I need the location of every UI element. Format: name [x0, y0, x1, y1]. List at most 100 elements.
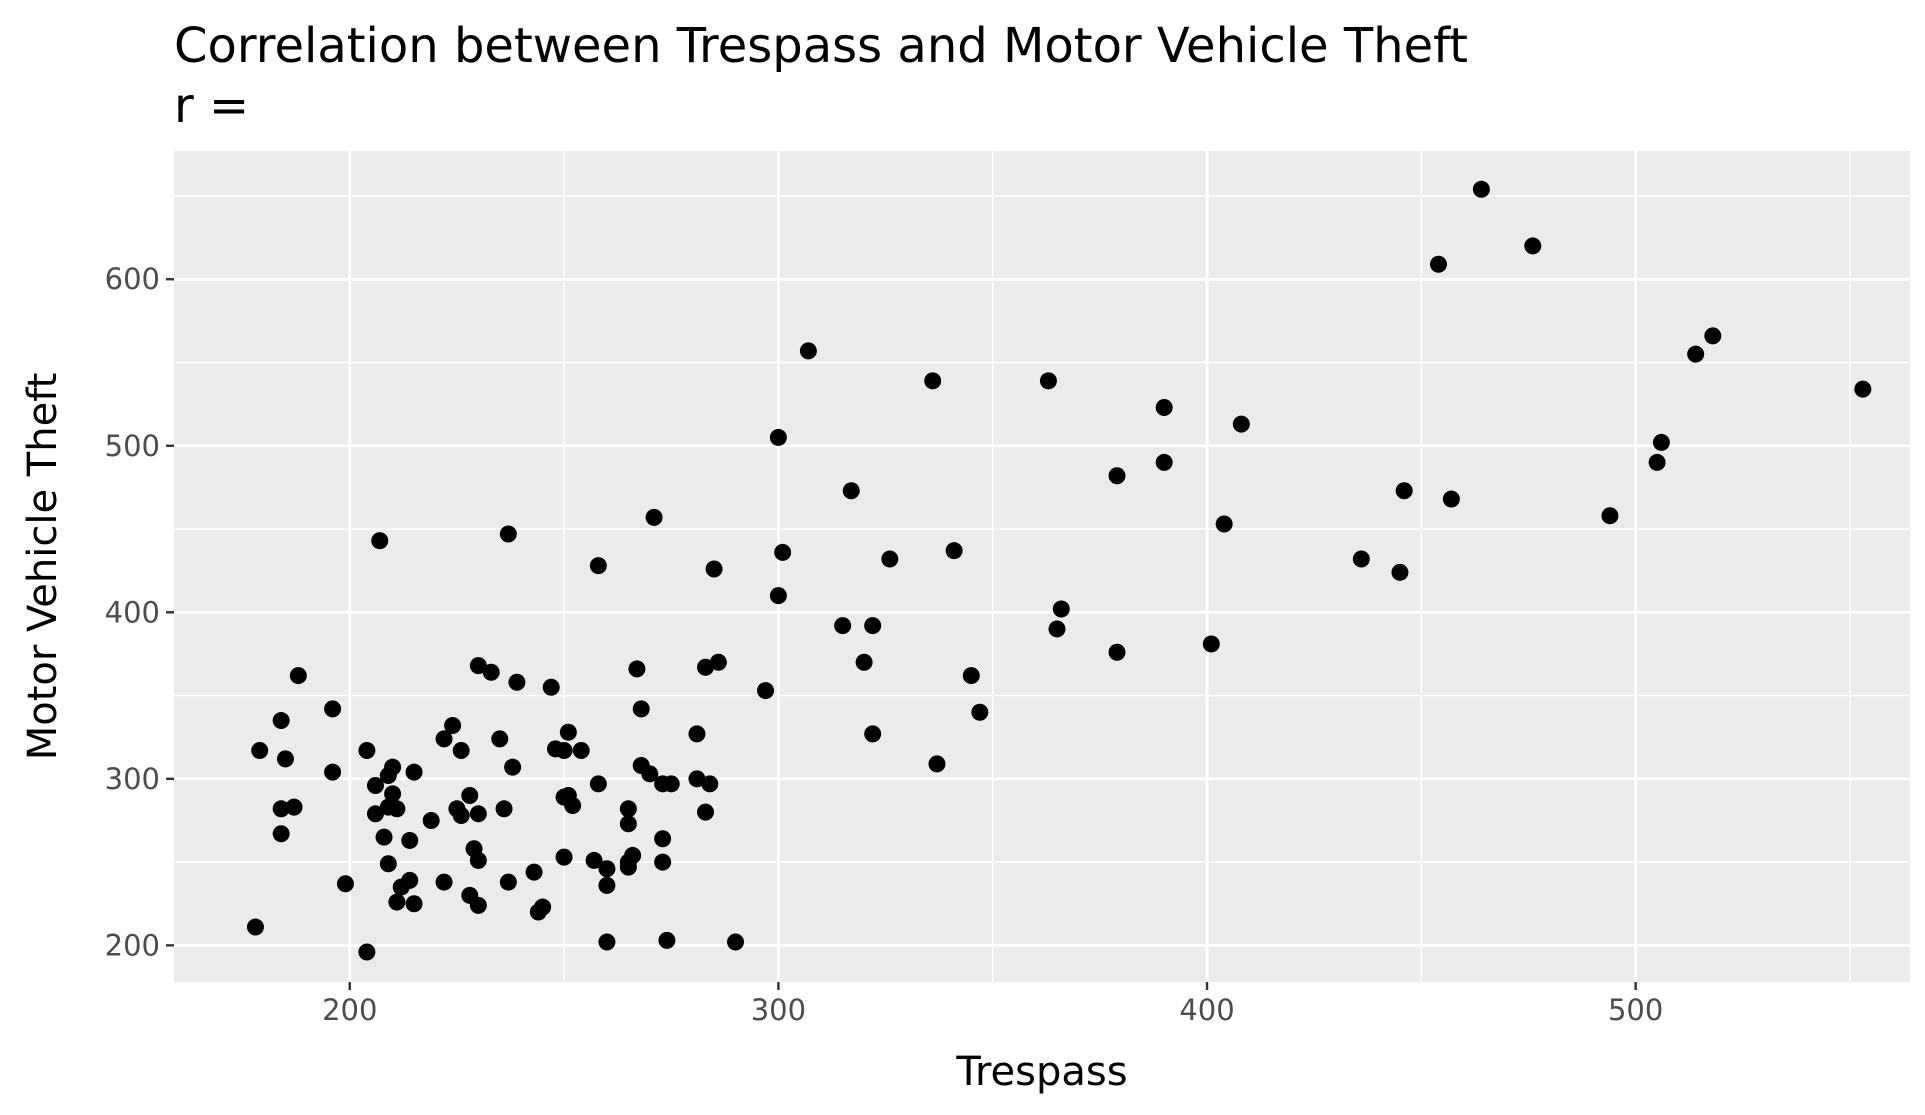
data-point — [1215, 515, 1233, 533]
grid-minor — [174, 151, 1910, 982]
data-point — [246, 918, 264, 936]
x-tick-label: 500 — [1608, 993, 1663, 1027]
data-point — [289, 667, 307, 685]
data-point — [1395, 482, 1413, 500]
data-point — [864, 725, 882, 743]
data-point — [945, 542, 963, 560]
y-axis-title: Motor Vehicle Theft — [20, 373, 66, 761]
data-point — [469, 657, 487, 675]
data-points — [246, 180, 1872, 961]
data-point — [924, 372, 942, 390]
data-point — [272, 825, 290, 843]
data-point — [272, 712, 290, 730]
data-point — [701, 775, 719, 793]
grid-major — [174, 151, 1910, 982]
data-point — [272, 800, 290, 818]
data-point — [658, 931, 676, 949]
data-point — [366, 805, 384, 823]
data-point — [928, 755, 946, 773]
data-point — [962, 667, 980, 685]
data-point — [654, 853, 672, 871]
x-axis: 200 300 400 500 — [322, 982, 1663, 1027]
data-point — [405, 763, 423, 781]
data-point — [585, 851, 603, 869]
y-tick-label: 200 — [105, 928, 160, 962]
data-point — [251, 742, 269, 760]
data-point — [705, 560, 723, 578]
data-point — [589, 775, 607, 793]
data-point — [1429, 255, 1447, 273]
data-point — [482, 663, 500, 681]
data-point — [546, 740, 564, 758]
data-point — [1202, 635, 1220, 653]
data-point — [392, 878, 410, 896]
data-point — [379, 855, 397, 873]
y-tick-label: 400 — [105, 595, 160, 629]
data-point — [1648, 453, 1666, 471]
data-point — [461, 886, 479, 904]
data-point — [971, 703, 989, 721]
data-point — [276, 750, 294, 768]
data-point — [525, 863, 543, 881]
data-point — [1039, 372, 1057, 390]
data-point — [469, 805, 487, 823]
data-point — [371, 532, 389, 550]
data-point — [688, 770, 706, 788]
data-point — [1155, 398, 1173, 416]
data-point — [598, 876, 616, 894]
y-tick-label: 500 — [105, 429, 160, 463]
data-point — [654, 775, 672, 793]
y-tick-label: 300 — [105, 762, 160, 796]
chart-title: Correlation between Trespass and Motor V… — [174, 18, 1468, 74]
data-point — [495, 800, 513, 818]
data-point — [632, 757, 650, 775]
data-point — [727, 933, 745, 951]
data-point — [379, 766, 397, 784]
data-point — [324, 700, 342, 718]
data-point — [555, 848, 573, 866]
data-point — [1155, 453, 1173, 471]
data-point — [1687, 345, 1705, 363]
data-point — [508, 673, 526, 691]
data-point — [598, 860, 616, 878]
data-point — [799, 342, 817, 360]
data-point — [1232, 415, 1250, 433]
data-point — [654, 830, 672, 848]
y-tick-label: 600 — [105, 262, 160, 296]
data-point — [697, 658, 715, 676]
data-point — [491, 730, 509, 748]
x-tick-label: 200 — [322, 993, 377, 1027]
data-point — [769, 428, 787, 446]
data-point — [1108, 643, 1126, 661]
data-point — [1854, 380, 1872, 398]
data-point — [336, 875, 354, 893]
data-point — [452, 742, 470, 760]
y-axis: 200 300 400 500 600 — [105, 262, 174, 962]
data-point — [645, 508, 663, 526]
data-point — [881, 550, 899, 568]
data-point — [384, 785, 402, 803]
data-point — [499, 525, 517, 543]
data-point — [422, 811, 440, 829]
data-point — [632, 700, 650, 718]
data-point — [555, 788, 573, 806]
data-point — [757, 682, 775, 700]
data-point — [285, 798, 303, 816]
data-point — [499, 873, 517, 891]
data-point — [619, 853, 637, 871]
data-point — [598, 933, 616, 951]
data-point — [1391, 563, 1409, 581]
data-point — [589, 557, 607, 575]
data-point — [1352, 550, 1370, 568]
data-point — [769, 587, 787, 605]
data-point — [358, 742, 376, 760]
data-point — [559, 723, 577, 741]
data-point — [444, 717, 462, 735]
data-point — [358, 943, 376, 961]
data-point — [864, 617, 882, 635]
data-point — [697, 803, 715, 821]
data-point — [1108, 467, 1126, 485]
data-point — [619, 815, 637, 833]
data-point — [1704, 327, 1722, 345]
